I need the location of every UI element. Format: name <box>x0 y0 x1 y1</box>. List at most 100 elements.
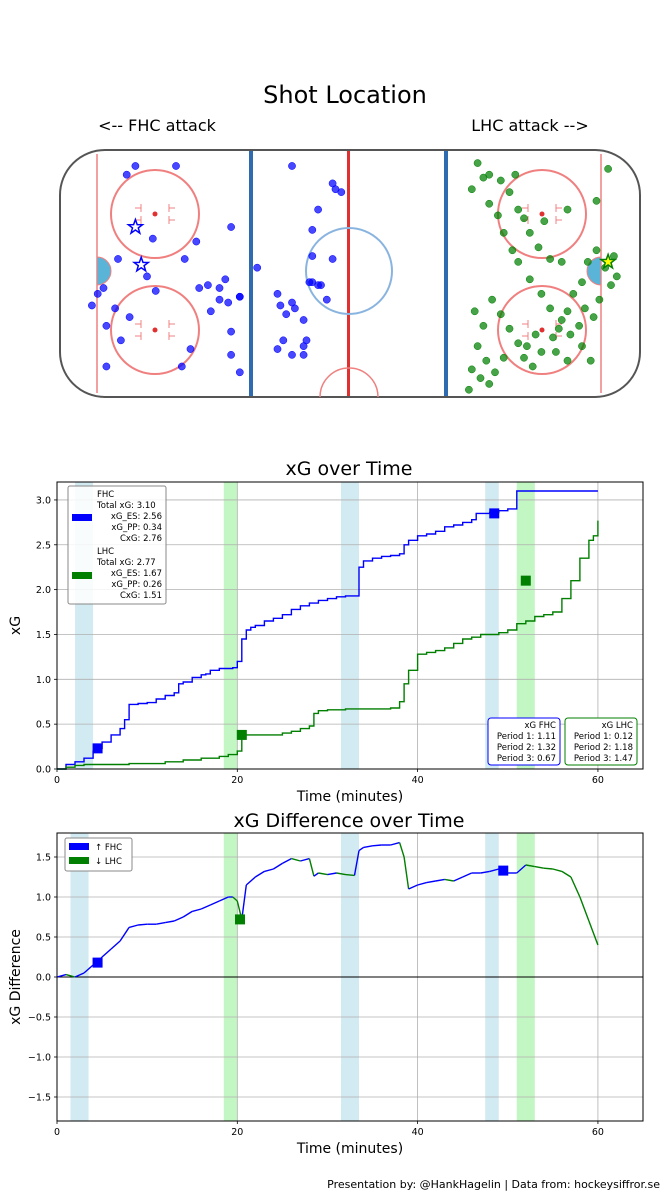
legend-lhc-swatch <box>72 572 92 579</box>
lhc-shot <box>557 258 566 266</box>
lhc-shot <box>467 365 476 374</box>
fhc-shot <box>102 362 111 371</box>
fhc-shot <box>114 255 122 263</box>
lhc-shot <box>485 380 494 388</box>
powerplay-lhc-band <box>516 482 535 769</box>
period-box-fhc <box>487 717 561 766</box>
fhc-shot <box>177 362 186 371</box>
xg-diff-segment <box>327 872 337 876</box>
lhc-shot <box>610 252 618 260</box>
x-tick-label: 60 <box>592 1127 604 1138</box>
fhc-shot <box>288 351 296 359</box>
xg-diff-segment <box>219 896 229 902</box>
lhc-shot <box>467 185 476 194</box>
period-lhc-text: Period 2: 1.18 <box>574 743 633 753</box>
lhc-shot <box>581 304 589 313</box>
faceoff-dot <box>539 211 545 217</box>
lhc-shot <box>552 348 560 356</box>
y-tick-label: 0.0 <box>36 765 51 776</box>
lhc-shot <box>511 170 520 179</box>
xg-diff-segment <box>390 841 400 846</box>
x-tick-label: 60 <box>592 775 604 786</box>
fhc-shot <box>122 170 131 179</box>
fhc-shot <box>299 342 308 350</box>
xg-diff-segment <box>83 964 94 974</box>
lhc-shot <box>563 307 572 316</box>
lhc-shot <box>546 255 554 263</box>
xg-diff-segment <box>232 896 238 902</box>
fhc-shot <box>186 345 195 353</box>
lhc-shot <box>505 188 514 196</box>
y-tick-label: 0.5 <box>36 933 51 944</box>
legend-lhc-line: xG_ES: 1.67 <box>111 569 162 579</box>
lhc-shot <box>612 272 621 281</box>
lhc-shot <box>592 246 601 255</box>
fhc-shot <box>276 301 285 310</box>
fhc-shot <box>148 234 157 243</box>
fhc-xg-line <box>57 490 598 770</box>
legend-box <box>67 485 167 605</box>
fhc-shot <box>299 351 308 359</box>
faceoff-circle <box>110 169 200 259</box>
lhc-shot <box>589 313 598 321</box>
xg-diff-segment <box>403 856 410 890</box>
xg-diff-segment <box>165 920 175 924</box>
fhc-shot <box>204 281 212 289</box>
xg-diff-segment <box>241 884 247 920</box>
lhc-shot <box>604 165 612 173</box>
center-red-line <box>347 151 350 396</box>
legend-lhc-line: CxG: 1.51 <box>120 591 162 601</box>
fhc-shot <box>215 284 224 292</box>
xg-diff-segment <box>543 867 553 870</box>
fhc-shot <box>337 188 346 196</box>
fhc-shot <box>131 162 140 170</box>
lhc-shot <box>540 217 549 226</box>
lhc-shot <box>583 258 592 266</box>
xg-diff-segment <box>358 846 364 852</box>
lhc-shot <box>485 199 494 208</box>
y-tick-label: 2.5 <box>36 540 51 551</box>
fhc-shot <box>279 336 288 345</box>
xg-diff-segment <box>534 865 544 869</box>
fhc-shot <box>227 327 235 336</box>
lhc-shot <box>569 289 578 298</box>
fhc-shot <box>102 321 111 330</box>
fhc-shot <box>99 284 108 292</box>
x-tick-label: 20 <box>231 775 243 786</box>
lhc-shot <box>470 307 479 316</box>
legend-fhc-line: CxG: 2.76 <box>120 534 162 544</box>
referee-crease <box>319 367 379 398</box>
y-tick-label: 0.5 <box>36 720 51 731</box>
period-fhc-text: Period 2: 1.32 <box>497 743 556 753</box>
lhc-shot <box>537 289 546 298</box>
fhc-shot <box>215 295 224 304</box>
lhc-shot <box>534 243 543 252</box>
xg-diff-segment <box>119 927 130 942</box>
xg-diff-segment <box>245 876 256 886</box>
lhc-shot <box>465 385 473 394</box>
fhc-shot <box>314 205 322 214</box>
fhc-shot <box>195 284 204 292</box>
powerplay-lhc-band <box>223 482 238 769</box>
xg-diff-segment <box>273 862 283 870</box>
fhc-shot <box>172 162 180 170</box>
fhc-goal-marker <box>92 743 103 754</box>
lhc-shot <box>496 310 505 319</box>
xg-diff-segment <box>353 850 360 876</box>
lhc-shot <box>485 170 494 179</box>
lhc-goal-marker <box>520 575 531 586</box>
lhc-shot <box>482 356 491 365</box>
y-axis-label: xG <box>8 616 24 635</box>
xg-diff-segment <box>101 948 112 958</box>
xg-diff-segment <box>138 923 148 926</box>
lhc-shot <box>491 368 499 377</box>
center-circle <box>305 227 393 315</box>
fhc-shot <box>273 345 282 353</box>
fhc-shot <box>299 316 308 324</box>
xg-diff-segment <box>588 920 599 946</box>
xg-diff-segment <box>372 844 382 847</box>
y-tick-label: 1.0 <box>36 893 51 904</box>
lhc-shot <box>473 342 482 350</box>
x-axis-label: Time (minutes) <box>296 789 403 805</box>
lhc-shot <box>505 324 514 333</box>
